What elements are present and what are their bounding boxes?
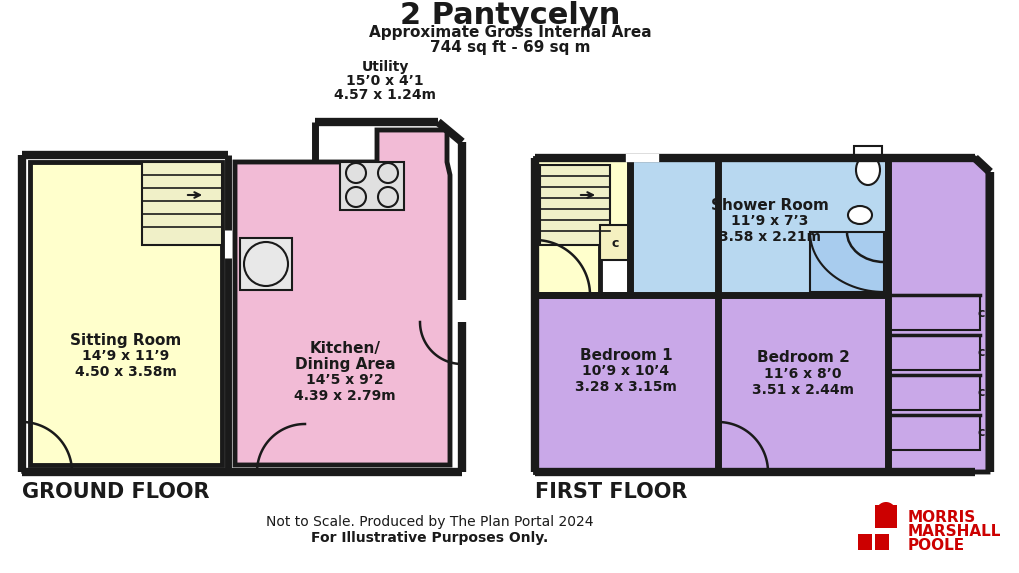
Text: For Illustrative Purposes Only.: For Illustrative Purposes Only. — [311, 531, 548, 545]
Polygon shape — [888, 415, 979, 450]
Text: 15’0 x 4’1: 15’0 x 4’1 — [345, 74, 424, 88]
Text: 11’9 x 7’3: 11’9 x 7’3 — [731, 214, 808, 228]
Polygon shape — [535, 295, 717, 472]
Text: 744 sq ft - 69 sq m: 744 sq ft - 69 sq m — [429, 40, 590, 54]
Polygon shape — [630, 158, 888, 295]
Bar — [239, 238, 291, 290]
Text: c: c — [976, 347, 984, 359]
Text: c: c — [976, 307, 984, 320]
Polygon shape — [857, 534, 871, 550]
Text: 3.51 x 2.44m: 3.51 x 2.44m — [751, 383, 853, 397]
Text: 10’9 x 10’4: 10’9 x 10’4 — [582, 364, 668, 378]
Text: 4.39 x 2.79m: 4.39 x 2.79m — [293, 389, 395, 403]
Text: Bedroom 2: Bedroom 2 — [756, 351, 849, 366]
Text: FIRST FLOOR: FIRST FLOOR — [535, 482, 687, 502]
Polygon shape — [234, 130, 449, 465]
Polygon shape — [888, 295, 979, 330]
Text: Not to Scale. Produced by The Plan Portal 2024: Not to Scale. Produced by The Plan Porta… — [266, 515, 593, 529]
Bar — [539, 165, 609, 245]
Bar — [339, 162, 404, 210]
Bar — [853, 146, 881, 160]
Polygon shape — [888, 335, 979, 370]
Polygon shape — [888, 158, 987, 472]
Bar — [599, 225, 630, 260]
Text: c: c — [976, 426, 984, 439]
Polygon shape — [888, 375, 979, 410]
Ellipse shape — [855, 155, 879, 185]
Text: 11’6 x 8’0: 11’6 x 8’0 — [763, 367, 841, 381]
Text: GROUND FLOOR: GROUND FLOOR — [22, 482, 209, 502]
Polygon shape — [874, 534, 889, 550]
Text: Dining Area: Dining Area — [294, 356, 395, 371]
Text: 4.57 x 1.24m: 4.57 x 1.24m — [333, 88, 435, 102]
Text: c: c — [976, 387, 984, 399]
Text: MORRIS: MORRIS — [907, 511, 975, 525]
Text: c: c — [610, 237, 619, 249]
Polygon shape — [30, 162, 222, 465]
Text: 2 Pantycelyn: 2 Pantycelyn — [399, 1, 620, 29]
Text: 14’5 x 9’2: 14’5 x 9’2 — [306, 373, 383, 387]
Circle shape — [875, 502, 895, 522]
Polygon shape — [717, 295, 888, 472]
Bar — [809, 232, 883, 292]
Polygon shape — [874, 505, 896, 528]
Text: Sitting Room: Sitting Room — [70, 332, 181, 347]
Text: Kitchen/: Kitchen/ — [309, 340, 380, 355]
Text: MARSHALL: MARSHALL — [907, 524, 1001, 540]
Text: Shower Room: Shower Room — [710, 198, 828, 213]
Text: POOLE: POOLE — [907, 539, 964, 554]
Text: 3.58 x 2.21m: 3.58 x 2.21m — [718, 230, 820, 244]
Ellipse shape — [847, 206, 871, 224]
Text: Bedroom 1: Bedroom 1 — [579, 347, 672, 363]
Polygon shape — [535, 158, 717, 295]
Text: 4.50 x 3.58m: 4.50 x 3.58m — [75, 365, 176, 379]
Text: 14’9 x 11’9: 14’9 x 11’9 — [83, 349, 169, 363]
Text: Utility: Utility — [361, 60, 409, 74]
Text: Approximate Gross Internal Area: Approximate Gross Internal Area — [368, 25, 651, 40]
Text: 3.28 x 3.15m: 3.28 x 3.15m — [575, 380, 677, 394]
Polygon shape — [142, 162, 222, 245]
